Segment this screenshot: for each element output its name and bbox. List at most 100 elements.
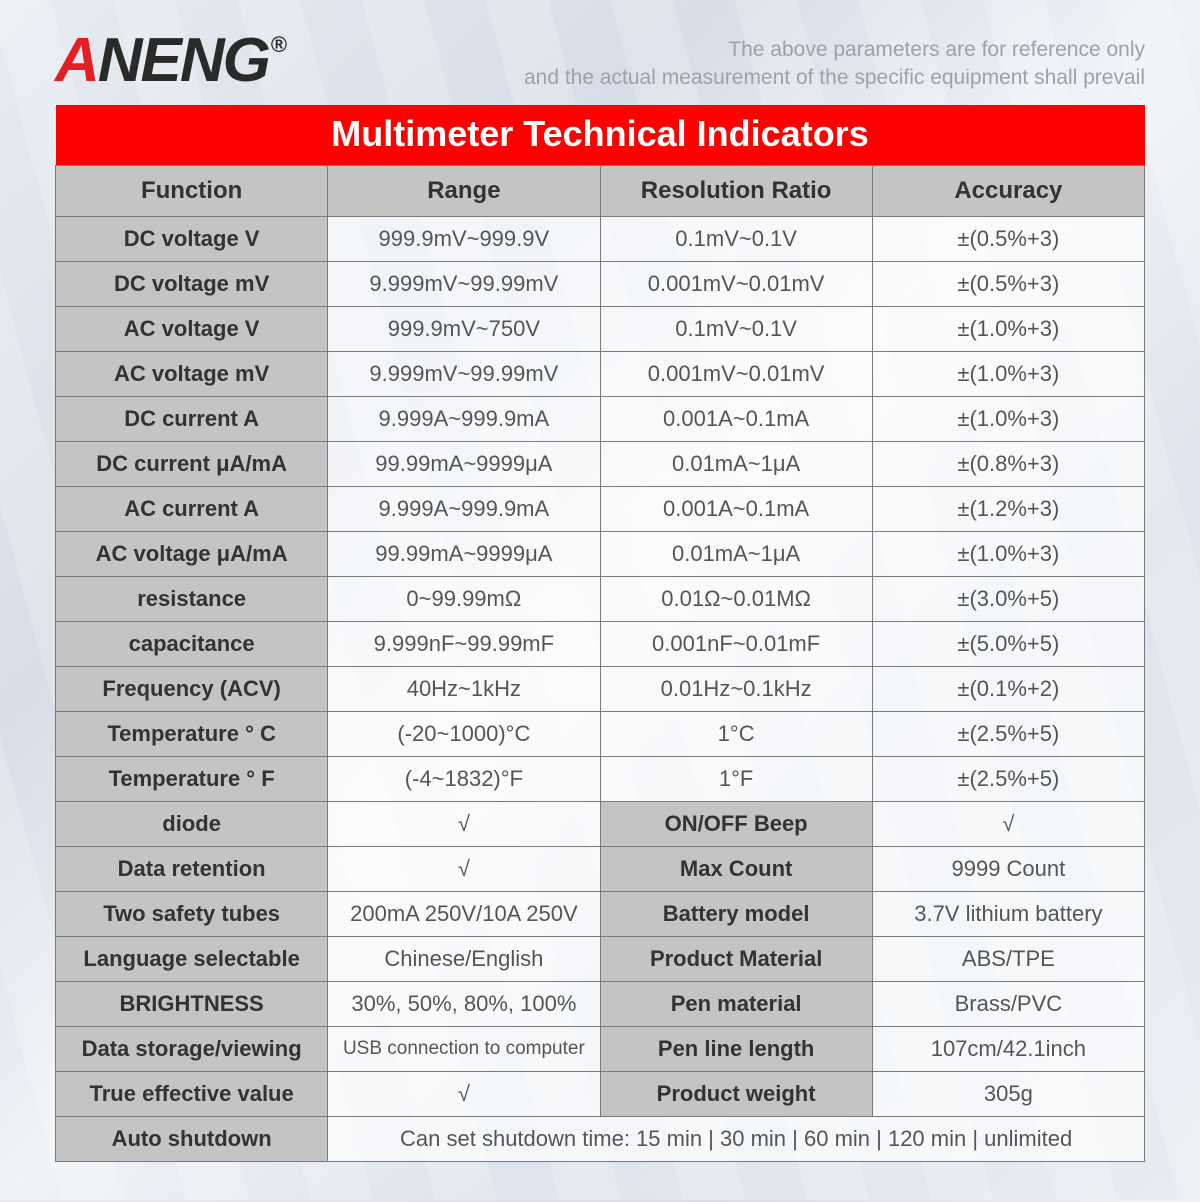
table-header-row: Function Range Resolution Ratio Accuracy <box>56 165 1145 216</box>
range-value: (-4~1832)°F <box>328 756 600 801</box>
table-row: AC current A9.999A~999.9mA0.001A~0.1mA±(… <box>56 486 1145 531</box>
table-row: DC current μA/mA99.99mA~9999μA0.01mA~1μA… <box>56 441 1145 486</box>
pair-label-1: True effective value <box>56 1071 328 1116</box>
fn-label: AC voltage mV <box>56 351 328 396</box>
pair-label-2: ON/OFF Beep <box>600 801 872 846</box>
resolution-value: 0.001A~0.1mA <box>600 396 872 441</box>
pair-label-1: Two safety tubes <box>56 891 328 936</box>
pair-value-2: 9999 Count <box>872 846 1144 891</box>
fn-label: DC current A <box>56 396 328 441</box>
pair-value-2: ABS/TPE <box>872 936 1144 981</box>
range-value: 99.99mA~9999μA <box>328 441 600 486</box>
accuracy-value: ±(2.5%+5) <box>872 711 1144 756</box>
fn-label: DC current μA/mA <box>56 441 328 486</box>
pair-value-2: 305g <box>872 1071 1144 1116</box>
table-row: DC voltage V999.9mV~999.9V0.1mV~0.1V±(0.… <box>56 216 1145 261</box>
fn-label: capacitance <box>56 621 328 666</box>
pair-value-1: USB connection to computer <box>328 1026 600 1071</box>
range-value: 99.99mA~9999μA <box>328 531 600 576</box>
pair-label-2: Max Count <box>600 846 872 891</box>
logo-red-a: A <box>55 26 98 95</box>
table-row: resistance0~99.99mΩ0.01Ω~0.01MΩ±(3.0%+5) <box>56 576 1145 621</box>
disclaimer-text: The above parameters are for reference o… <box>524 30 1145 93</box>
resolution-value: 0.001A~0.1mA <box>600 486 872 531</box>
resolution-value: 0.1mV~0.1V <box>600 216 872 261</box>
table-row: AC voltage μA/mA99.99mA~9999μA0.01mA~1μA… <box>56 531 1145 576</box>
col-function: Function <box>56 165 328 216</box>
range-value: 999.9mV~750V <box>328 306 600 351</box>
resolution-value: 0.001mV~0.01mV <box>600 351 872 396</box>
resolution-value: 1°C <box>600 711 872 756</box>
pair-value-2: 107cm/42.1inch <box>872 1026 1144 1071</box>
range-value: 40Hz~1kHz <box>328 666 600 711</box>
fn-label: resistance <box>56 576 328 621</box>
range-value: 9.999A~999.9mA <box>328 486 600 531</box>
range-value: 9.999mV~99.99mV <box>328 351 600 396</box>
pair-value-2: √ <box>872 801 1144 846</box>
accuracy-value: ±(5.0%+5) <box>872 621 1144 666</box>
accuracy-value: ±(1.0%+3) <box>872 396 1144 441</box>
brand-logo: ANENG® <box>55 30 283 92</box>
pair-value-1: √ <box>328 1071 600 1116</box>
table-row: Data retention√Max Count9999 Count <box>56 846 1145 891</box>
fn-label: AC current A <box>56 486 328 531</box>
resolution-value: 0.01Ω~0.01MΩ <box>600 576 872 621</box>
table-row: Temperature ° F(-4~1832)°F1°F±(2.5%+5) <box>56 756 1145 801</box>
table-row: Data storage/viewingUSB connection to co… <box>56 1026 1145 1071</box>
range-value: 9.999nF~99.99mF <box>328 621 600 666</box>
table-row: diode√ON/OFF Beep√ <box>56 801 1145 846</box>
table-row: capacitance9.999nF~99.99mF0.001nF~0.01mF… <box>56 621 1145 666</box>
pair-body: diode√ON/OFF Beep√Data retention√Max Cou… <box>56 801 1145 1116</box>
disclaimer-line-2: and the actual measurement of the specif… <box>524 66 1145 89</box>
fn-label: AC voltage μA/mA <box>56 531 328 576</box>
range-value: 9.999A~999.9mA <box>328 396 600 441</box>
spec-table: Multimeter Technical Indicators Function… <box>55 105 1145 1162</box>
page-content: ANENG® The above parameters are for refe… <box>0 0 1200 1202</box>
accuracy-value: ±(1.2%+3) <box>872 486 1144 531</box>
fn-label: Frequency (ACV) <box>56 666 328 711</box>
accuracy-value: ±(1.0%+3) <box>872 306 1144 351</box>
header-row: ANENG® The above parameters are for refe… <box>55 30 1145 93</box>
table-row: DC current A9.999A~999.9mA0.001A~0.1mA±(… <box>56 396 1145 441</box>
accuracy-value: ±(2.5%+5) <box>872 756 1144 801</box>
resolution-value: 0.01mA~1μA <box>600 531 872 576</box>
table-row: True effective value√Product weight305g <box>56 1071 1145 1116</box>
pair-label-2: Pen line length <box>600 1026 872 1071</box>
pair-value-1: 30%, 50%, 80%, 100% <box>328 981 600 1026</box>
spec-body: DC voltage V999.9mV~999.9V0.1mV~0.1V±(0.… <box>56 216 1145 801</box>
accuracy-value: ±(0.8%+3) <box>872 441 1144 486</box>
table-title-row: Multimeter Technical Indicators <box>56 105 1145 166</box>
pair-label-2: Product weight <box>600 1071 872 1116</box>
col-resolution: Resolution Ratio <box>600 165 872 216</box>
table-row: DC voltage mV9.999mV~99.99mV0.001mV~0.01… <box>56 261 1145 306</box>
accuracy-value: ±(1.0%+3) <box>872 351 1144 396</box>
pair-value-1: √ <box>328 801 600 846</box>
resolution-value: 0.1mV~0.1V <box>600 306 872 351</box>
fn-label: DC voltage V <box>56 216 328 261</box>
table-row: AC voltage V999.9mV~750V0.1mV~0.1V±(1.0%… <box>56 306 1145 351</box>
resolution-value: 1°F <box>600 756 872 801</box>
pair-value-2: Brass/PVC <box>872 981 1144 1026</box>
range-value: 9.999mV~99.99mV <box>328 261 600 306</box>
table-row: Temperature ° C(-20~1000)°C1°C±(2.5%+5) <box>56 711 1145 756</box>
accuracy-value: ±(1.0%+3) <box>872 531 1144 576</box>
pair-label-1: diode <box>56 801 328 846</box>
resolution-value: 0.001nF~0.01mF <box>600 621 872 666</box>
last-row: Auto shutdown Can set shutdown time: 15 … <box>56 1116 1145 1161</box>
accuracy-value: ±(0.5%+3) <box>872 216 1144 261</box>
auto-shutdown-value: Can set shutdown time: 15 min | 30 min |… <box>328 1116 1145 1161</box>
table-row: AC voltage mV9.999mV~99.99mV0.001mV~0.01… <box>56 351 1145 396</box>
pair-label-1: Data storage/viewing <box>56 1026 328 1071</box>
pair-value-2: 3.7V lithium battery <box>872 891 1144 936</box>
pair-label-1: BRIGHTNESS <box>56 981 328 1026</box>
range-value: 0~99.99mΩ <box>328 576 600 621</box>
fn-label: Temperature ° C <box>56 711 328 756</box>
pair-label-2: Pen material <box>600 981 872 1026</box>
pair-label-1: Language selectable <box>56 936 328 981</box>
table-title: Multimeter Technical Indicators <box>56 105 1145 166</box>
col-accuracy: Accuracy <box>872 165 1144 216</box>
fn-label: Temperature ° F <box>56 756 328 801</box>
pair-label-2: Product Material <box>600 936 872 981</box>
resolution-value: 0.01mA~1μA <box>600 441 872 486</box>
resolution-value: 0.01Hz~0.1kHz <box>600 666 872 711</box>
